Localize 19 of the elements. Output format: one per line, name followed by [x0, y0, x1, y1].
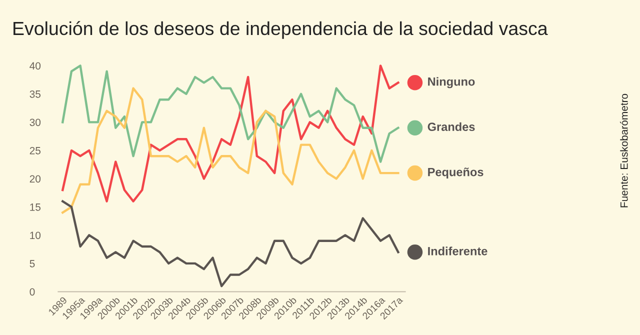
chart-title: Evolución de los deseos de independencia de la sociedad vasca — [14, 21, 548, 39]
y-tick-label: 15 — [30, 204, 41, 211]
line-series — [62, 200, 400, 288]
line-series — [62, 64, 400, 163]
line-series — [62, 87, 400, 214]
source-note: Fuente: Euskobarómetro — [620, 94, 628, 208]
y-tick-label: 35 — [30, 90, 41, 98]
legend-label: Grandes — [428, 122, 475, 132]
y-tick-label: 10 — [30, 232, 41, 240]
line-series — [62, 64, 400, 202]
y-tick-label: 25 — [30, 146, 41, 154]
legend-label: Ninguno — [428, 77, 475, 88]
y-tick-label: 0 — [30, 288, 35, 296]
y-tick-label: 40 — [30, 62, 41, 70]
legend-label: Pequeños — [428, 168, 484, 179]
legend-label: Indiferente — [428, 246, 488, 256]
y-tick-label: 5 — [30, 260, 35, 268]
y-tick-label: 20 — [30, 175, 41, 183]
y-tick-label: 30 — [30, 118, 41, 126]
